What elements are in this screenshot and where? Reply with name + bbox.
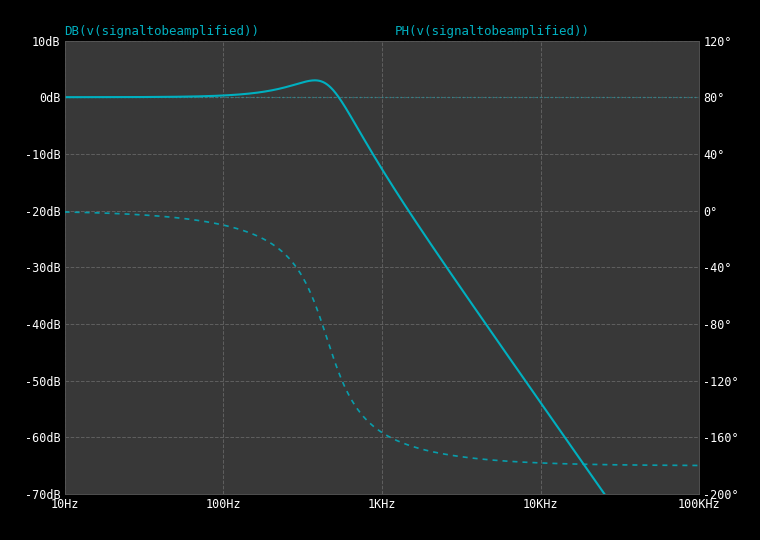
Text: PH(v(signaltobeamplified)): PH(v(signaltobeamplified)) xyxy=(395,25,591,38)
Text: DB(v(signaltobeamplified)): DB(v(signaltobeamplified)) xyxy=(65,25,260,38)
